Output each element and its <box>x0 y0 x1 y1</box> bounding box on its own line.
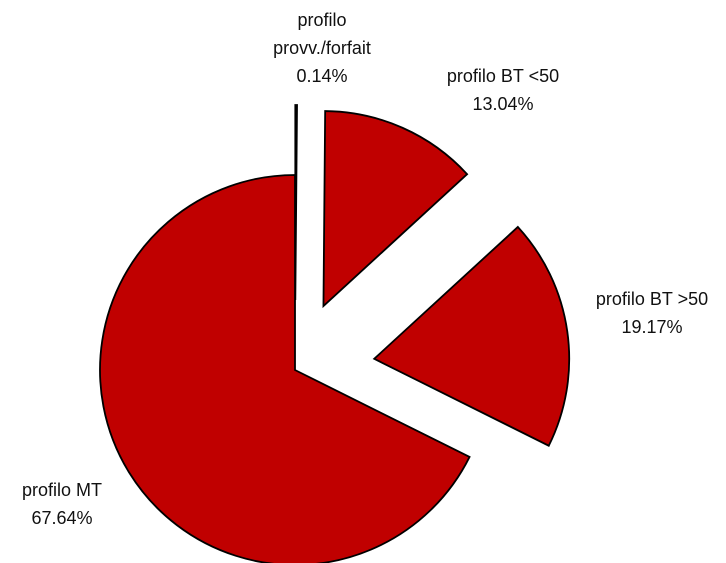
slice-label: profilo MT 67.64% <box>22 476 102 532</box>
slice-label: profilo BT >50 19.17% <box>596 285 708 341</box>
slice-label: profilo BT <50 13.04% <box>447 62 559 118</box>
category-label: profilo MT <box>21 480 103 500</box>
value-label: 67.64% <box>31 508 93 528</box>
value-label: 13.04% <box>472 94 534 114</box>
pie-slice <box>372 225 571 447</box>
category-label: profilo provv./forfait <box>273 10 371 58</box>
category-label: profilo BT <50 <box>446 66 560 86</box>
pie-slice <box>99 174 471 563</box>
slice-label: profilo provv./forfait 0.14% <box>257 6 387 90</box>
value-label: 19.17% <box>621 317 683 337</box>
value-label: 0.14% <box>296 66 348 86</box>
category-label: profilo BT >50 <box>595 289 709 309</box>
pie-slice <box>322 110 469 309</box>
